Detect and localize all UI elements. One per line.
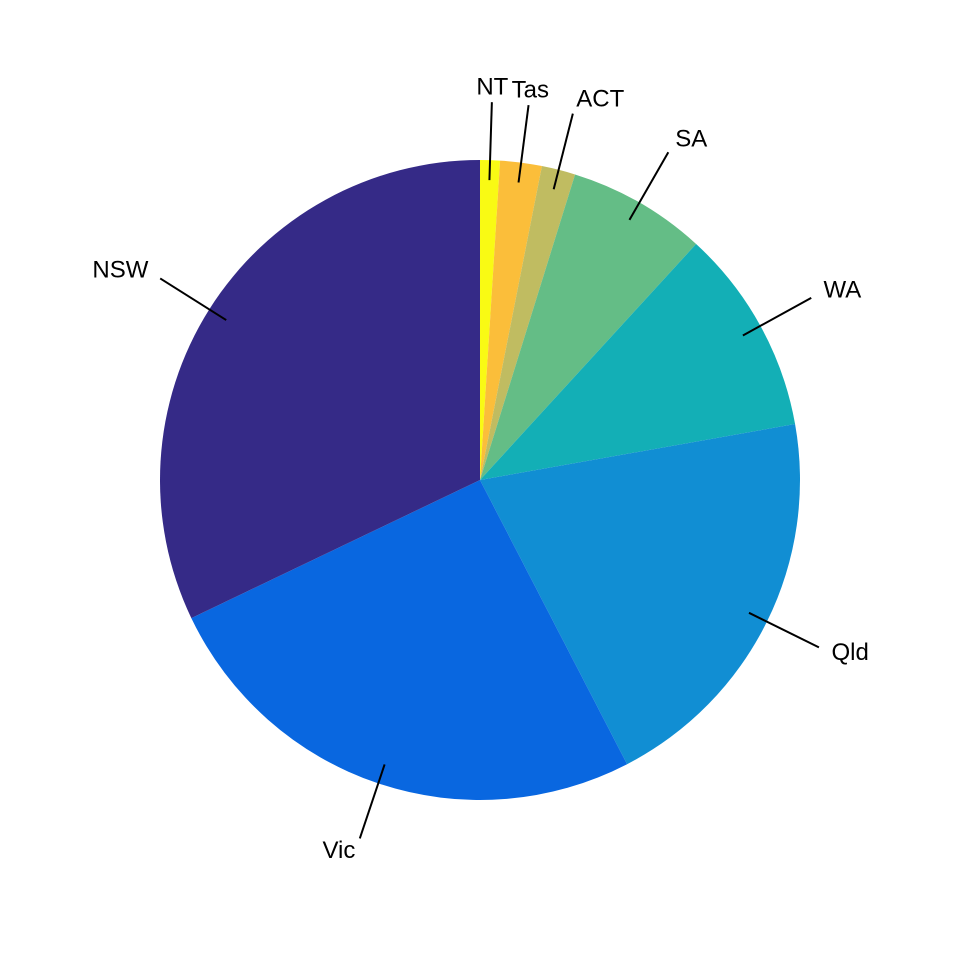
leader-line-sa — [628, 151, 670, 221]
slice-label-wa: WA — [824, 276, 862, 303]
slice-sa — [480, 174, 697, 480]
leader-line-vic — [358, 764, 386, 839]
slice-qld — [480, 423, 800, 765]
slice-vic — [191, 480, 628, 800]
slice-wa — [480, 243, 796, 480]
leader-line-wa — [742, 297, 812, 337]
slice-label-nsw: NSW — [92, 256, 148, 283]
slice-label-vic: Vic — [322, 837, 355, 864]
slice-nt — [480, 160, 501, 480]
leader-line-nsw — [159, 277, 227, 321]
slice-label-nt: NT — [476, 74, 508, 101]
slice-label-tas: Tas — [512, 77, 549, 104]
leader-line-qld — [748, 611, 820, 649]
slice-nsw — [160, 160, 480, 619]
pie-slices — [160, 160, 800, 800]
pie-labels: NT Tas ACT SA WA Qld Vic NSW — [92, 74, 868, 864]
leader-line-tas — [517, 105, 530, 183]
slice-act — [480, 166, 576, 481]
slice-label-qld: Qld — [831, 639, 868, 666]
leader-line-act — [552, 113, 574, 190]
leader-line-nt — [488, 102, 493, 181]
slice-label-act: ACT — [576, 85, 624, 112]
slice-label-sa: SA — [675, 125, 707, 152]
slice-tas — [480, 160, 542, 480]
